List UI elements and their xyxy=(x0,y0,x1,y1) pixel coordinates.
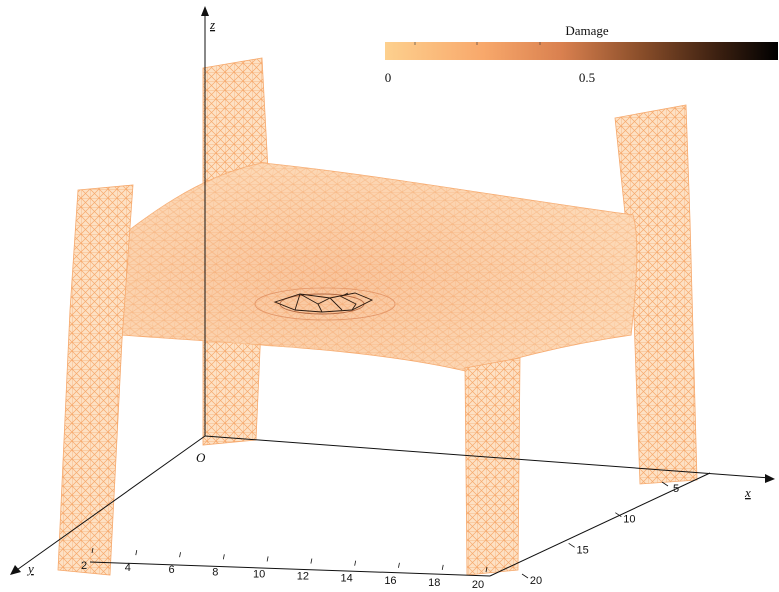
colorbar-gradient xyxy=(385,42,778,60)
x-axis-arrow-icon xyxy=(765,474,775,483)
y-tick-label: 16 xyxy=(384,575,396,587)
x-tick-label: 15 xyxy=(577,544,589,556)
y-grid-baseline xyxy=(90,562,490,576)
y-tick-label: 10 xyxy=(253,568,265,580)
x-axis-label: x xyxy=(744,485,751,500)
y-ticks: 2 4 6 8 10 12 14 16 18 20 xyxy=(81,548,487,591)
x-tick-mark xyxy=(569,543,575,547)
y-tick-label: 14 xyxy=(341,573,353,585)
x-tick-mark xyxy=(522,574,528,578)
origin-label: O xyxy=(196,450,206,465)
colorbar: Damage 0 0.5 xyxy=(385,23,778,85)
y-axis-arrow-icon xyxy=(10,565,21,575)
y-tick-mark xyxy=(398,563,399,568)
y-tick-mark xyxy=(442,565,443,570)
y-tick-mark xyxy=(223,554,224,559)
colorbar-tick-0: 0 xyxy=(385,70,392,85)
x-tick-label: 20 xyxy=(530,575,542,587)
floor-slab xyxy=(80,163,637,372)
y-tick-mark xyxy=(136,550,137,555)
y-tick-label: 8 xyxy=(212,566,218,578)
colorbar-tick-0-5: 0.5 xyxy=(579,70,595,85)
y-axis-label: y xyxy=(26,561,34,576)
y-tick-label: 18 xyxy=(428,577,440,589)
z-axis-label: z xyxy=(209,17,215,32)
y-tick-mark xyxy=(311,559,312,564)
column-front-right xyxy=(465,358,520,575)
x-ticks: 5 10 15 20 xyxy=(522,482,679,587)
y-tick-label: 12 xyxy=(297,571,309,583)
x-tick-label: 5 xyxy=(673,483,679,495)
x-tick-label: 10 xyxy=(623,514,635,526)
y-tick-label: 4 xyxy=(125,562,131,574)
z-axis-arrow-icon xyxy=(201,6,209,16)
y-tick-mark xyxy=(180,552,181,557)
y-tick-label: 20 xyxy=(472,579,484,591)
y-tick-label: 6 xyxy=(168,564,174,576)
y-tick-mark xyxy=(355,561,356,566)
y-tick-label: 2 xyxy=(81,560,87,572)
column-front-left xyxy=(58,185,133,575)
y-tick-mark xyxy=(267,556,268,561)
colorbar-title: Damage xyxy=(565,23,609,38)
